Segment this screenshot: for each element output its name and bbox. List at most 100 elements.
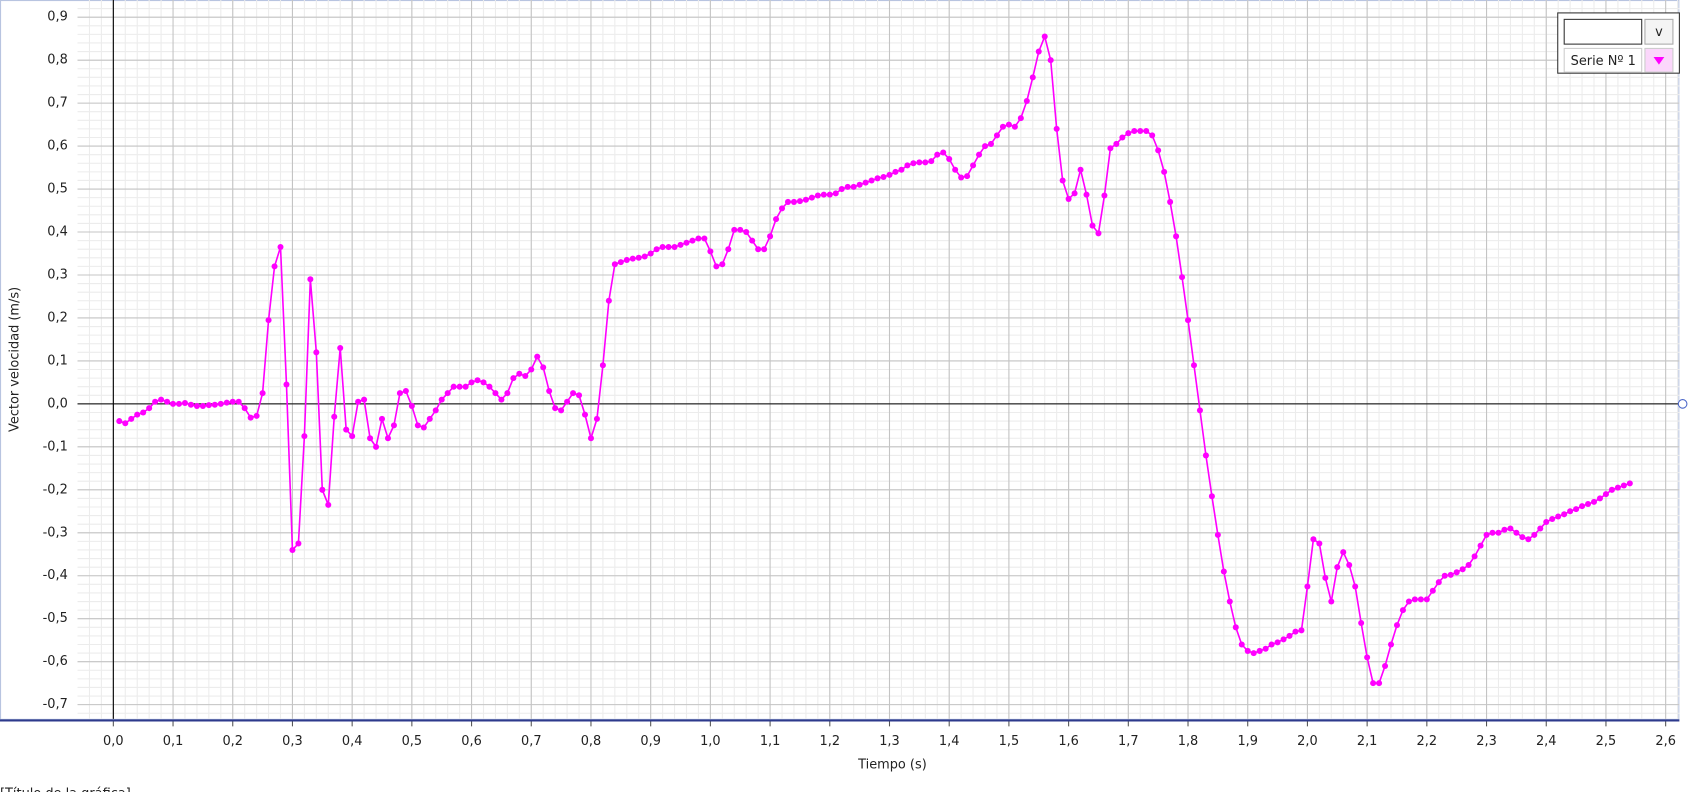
- data-point: [1083, 191, 1090, 198]
- data-point: [1244, 647, 1251, 654]
- data-point: [367, 435, 374, 442]
- data-point: [862, 179, 869, 186]
- data-point: [1322, 574, 1329, 581]
- legend-label[interactable]: Serie Nº 1: [1571, 54, 1636, 69]
- x-axis-label: Tiempo (s): [857, 758, 927, 773]
- data-point: [1405, 598, 1412, 605]
- data-point: [301, 433, 308, 440]
- data-point: [1220, 568, 1227, 575]
- data-point: [259, 390, 266, 397]
- data-point: [1268, 641, 1275, 648]
- x-tick-label: 0,3: [282, 734, 303, 749]
- data-point: [820, 191, 827, 198]
- data-point: [1250, 650, 1257, 657]
- data-point: [1364, 654, 1371, 661]
- data-point: [223, 399, 230, 406]
- data-point: [1549, 516, 1556, 523]
- x-tick-label: 1,4: [939, 734, 960, 749]
- data-point: [874, 175, 881, 182]
- data-point: [677, 241, 684, 248]
- data-point: [868, 177, 875, 184]
- data-point: [802, 196, 809, 203]
- selector-button[interactable]: [1644, 18, 1674, 45]
- data-point: [1047, 57, 1054, 64]
- data-point: [659, 244, 666, 251]
- data-point: [623, 256, 630, 263]
- data-point: [1304, 583, 1311, 590]
- series-input[interactable]: [1563, 18, 1643, 45]
- data-point: [1602, 491, 1609, 498]
- data-point: [1316, 540, 1323, 547]
- x-tick-label: 1,8: [1178, 734, 1199, 749]
- data-point: [826, 191, 833, 198]
- x-tick-label: 0,7: [521, 734, 542, 749]
- data-point: [1149, 132, 1156, 139]
- data-point: [1447, 571, 1454, 578]
- data-point: [832, 190, 839, 197]
- data-point: [1310, 536, 1317, 543]
- data-point: [1101, 192, 1108, 199]
- data-point: [170, 400, 177, 407]
- y-tick-label: 0,6: [47, 139, 68, 154]
- data-point: [1334, 564, 1341, 571]
- data-point: [982, 143, 989, 150]
- data-point: [235, 398, 242, 405]
- data-point: [641, 253, 648, 260]
- data-point: [1519, 534, 1526, 541]
- x-tick-label: 0,4: [342, 734, 363, 749]
- data-point: [1459, 566, 1466, 573]
- data-point: [1041, 33, 1048, 40]
- legend-entry-box: [1563, 47, 1643, 73]
- x-tick-label: 1,6: [1058, 734, 1079, 749]
- data-point: [784, 198, 792, 205]
- data-point: [1173, 233, 1180, 240]
- data-point: [635, 254, 642, 261]
- x-tick-label: 2,0: [1297, 734, 1318, 749]
- data-point: [492, 390, 499, 397]
- footer-text: [Título de la gráfica]: [0, 787, 131, 792]
- y-tick-label: 0,3: [47, 267, 68, 282]
- data-point: [122, 420, 129, 427]
- x-tick-label: 1,3: [879, 734, 900, 749]
- data-point: [587, 435, 594, 442]
- data-point: [408, 403, 415, 410]
- data-point: [438, 396, 445, 403]
- data-point: [581, 411, 589, 418]
- data-point: [916, 159, 923, 166]
- y-tick-label: 0,1: [47, 353, 68, 368]
- y-tick-label: -0,2: [43, 482, 68, 497]
- y-tick-label: 0,5: [47, 182, 68, 197]
- data-point: [593, 415, 600, 422]
- data-point: [1513, 529, 1520, 536]
- data-point: [1131, 128, 1138, 135]
- data-point: [1077, 166, 1084, 173]
- data-point: [1429, 587, 1436, 594]
- data-point: [1501, 526, 1508, 533]
- x-tick-label: 0,5: [402, 734, 423, 749]
- x-tick-label: 2,4: [1536, 734, 1557, 749]
- data-point: [1185, 317, 1192, 324]
- data-point: [1495, 529, 1502, 536]
- data-point: [731, 226, 738, 233]
- data-point: [683, 239, 690, 246]
- data-point: [1053, 125, 1060, 132]
- data-point: [1531, 531, 1538, 538]
- data-point: [713, 263, 720, 270]
- data-point: [1035, 48, 1042, 55]
- data-point: [611, 261, 618, 268]
- marks: [116, 33, 1633, 687]
- data-point: [313, 349, 320, 356]
- data-point: [970, 162, 977, 169]
- data-point: [128, 415, 135, 422]
- data-point: [999, 123, 1006, 130]
- data-point: [671, 244, 678, 251]
- x-tick-label: 1,1: [760, 734, 781, 749]
- data-point: [181, 400, 188, 407]
- legend: v Serie Nº 1: [1557, 12, 1680, 74]
- data-point: [480, 379, 487, 386]
- data-point: [140, 409, 147, 416]
- axis-handle: [1677, 399, 1688, 409]
- selector-label: v: [1655, 25, 1663, 40]
- data-point: [1328, 598, 1335, 605]
- data-point: [1280, 636, 1287, 643]
